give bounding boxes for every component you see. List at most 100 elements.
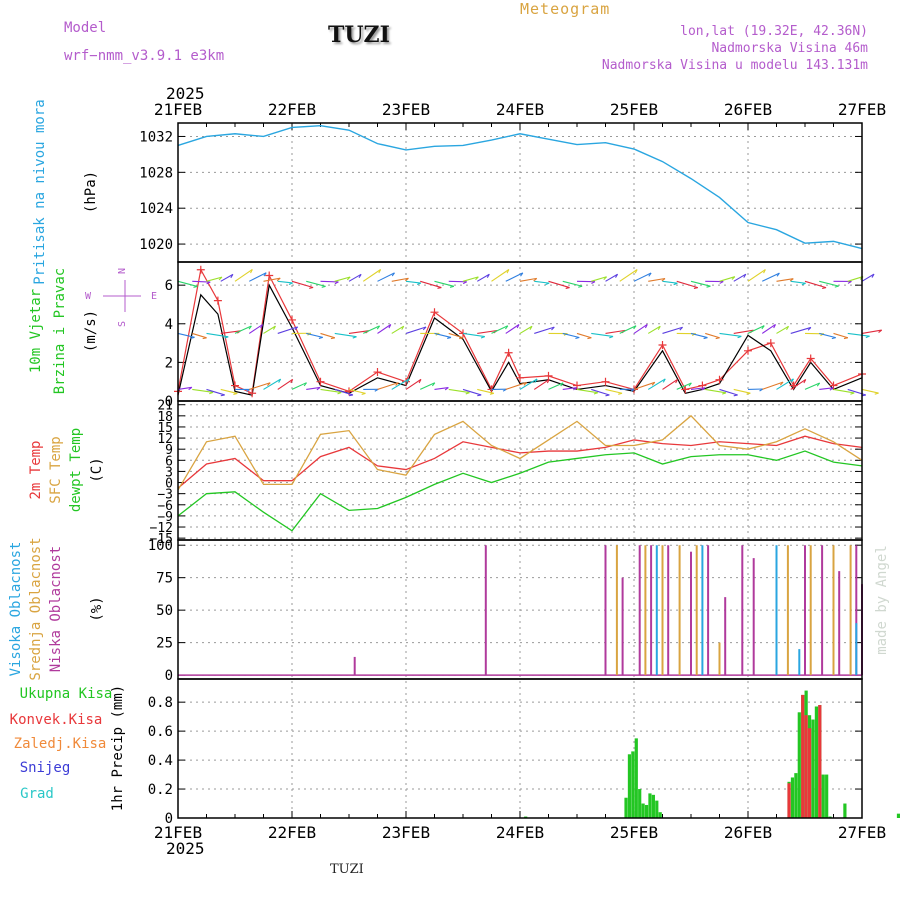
wind-arrow [206, 332, 229, 338]
wind-arrow-head [422, 326, 427, 331]
gust-marker [829, 381, 838, 390]
wind-arrow [776, 378, 794, 390]
wind-arrow-head [801, 282, 806, 286]
label-temp-2m: 2m Temp [28, 440, 44, 499]
wind-arrow-head [459, 337, 464, 340]
wind-arrow-head [693, 287, 698, 289]
precip-bar [814, 706, 818, 818]
wind-arrow [391, 277, 409, 282]
yaxis-wind: 0 2 4 6 [165, 278, 862, 410]
wind-arrow-head [834, 285, 839, 288]
wind-arrow [348, 273, 362, 282]
wind-arrow [263, 378, 281, 390]
wind-arrow-head [847, 280, 852, 284]
wind-arrow [662, 326, 683, 334]
wind-arrow-head [303, 382, 307, 387]
ytick-label: 0.2 [148, 782, 173, 798]
yaxis-precip: 0 0.2 0.4 0.6 0.8 [148, 695, 862, 827]
wind-arrow [320, 388, 342, 394]
precip-bar [638, 789, 642, 818]
wind-arrow [548, 382, 564, 390]
wind-compass: N S W E [85, 268, 157, 327]
gust-marker [248, 389, 257, 398]
wind-arrow [434, 280, 455, 287]
wind-arrow [861, 329, 882, 334]
wind-arrow-head [346, 276, 351, 281]
wind-arrow-head [202, 337, 207, 340]
elevation-label: Nadmorska Visina 46m [711, 41, 868, 56]
xtick-label-bottom: 26FEB [724, 823, 772, 842]
wind-arrow-head [290, 379, 294, 384]
ytick-label: 12 [157, 432, 173, 447]
wind-arrow-head [573, 387, 577, 391]
xtick-label-bottom: 23FEB [382, 823, 430, 842]
yaxis-pressure: 1020 1024 1028 1032 [139, 129, 862, 253]
wind-arrow-head [352, 336, 357, 339]
wind-arrow-head [722, 392, 727, 395]
wind-arrow-head [776, 272, 780, 277]
wind-arrow [476, 273, 490, 282]
ytick-label: 4 [165, 317, 173, 333]
ytick-label: −15 [150, 532, 173, 547]
wind-arrow-head [288, 282, 293, 285]
cloud-bars-1 [615, 545, 852, 676]
wind-arrow [676, 382, 692, 390]
wind-arrow-head [657, 325, 661, 330]
ytick-label: 3 [165, 465, 173, 480]
wind-arrow-head [523, 382, 528, 386]
xtick-label-bottom: 25FEB [610, 823, 658, 842]
wind-arrow-head [688, 382, 692, 387]
wind-arrow-head [388, 324, 392, 329]
wind-arrow [633, 324, 648, 334]
wind-arrow [619, 269, 638, 282]
wind-arrow [491, 325, 509, 334]
wind-arrow-head [609, 335, 614, 339]
wind-arrow [705, 388, 727, 394]
wind-arrow-head [250, 269, 253, 274]
wind-arrow-head [337, 391, 342, 395]
gust-marker [601, 377, 610, 386]
wind-arrow-head [444, 387, 449, 391]
wind-arrow-head [593, 392, 598, 395]
wind-arrow-head [278, 378, 282, 383]
precip-bar [651, 794, 655, 818]
coords-label: lon,lat (19.32E, 42.36N) [680, 24, 868, 39]
panel-frame [177, 122, 863, 263]
wind-arrow [776, 325, 789, 334]
precip-bar [804, 715, 808, 818]
temp-dewpt-line [177, 450, 863, 532]
wind-arrow-head [209, 391, 214, 395]
gust-marker [316, 377, 325, 386]
ytick-label: 6 [165, 278, 173, 294]
ytick-label: 18 [157, 410, 173, 425]
wind-arrow-head [316, 386, 321, 391]
wind-arrow [277, 326, 298, 334]
wind-arrow-head [378, 269, 382, 274]
model-name: wrf−nmm_v3.9.1 e3km [64, 48, 225, 64]
ytick-label: 1032 [139, 129, 173, 145]
precip-bar [641, 803, 645, 818]
wind-arrow-head [633, 325, 637, 330]
ytick-label: 2 [165, 355, 173, 371]
legend-precip-2: Zaledj.Kisa [14, 736, 107, 752]
panel-frame [177, 678, 863, 819]
wind-arrow [690, 280, 711, 287]
wind-arrow-head [233, 392, 238, 395]
wind-arrow [804, 280, 827, 289]
gust-marker [715, 375, 724, 384]
wind-arrow-head [733, 394, 738, 397]
wind-arrow-head [763, 269, 766, 274]
wind-arrow-head [786, 326, 790, 331]
wind-arrow [320, 332, 336, 339]
wind-arrow [277, 280, 293, 284]
wind-arrow [662, 280, 678, 284]
wind-arrow-head [829, 387, 834, 391]
wind-arrow-head [406, 378, 410, 383]
wind-arrow [790, 326, 812, 334]
gust-marker [544, 371, 553, 380]
wind-arrow-head [673, 282, 678, 286]
precip-bar [818, 705, 822, 818]
wind-arrow-head [591, 281, 596, 285]
